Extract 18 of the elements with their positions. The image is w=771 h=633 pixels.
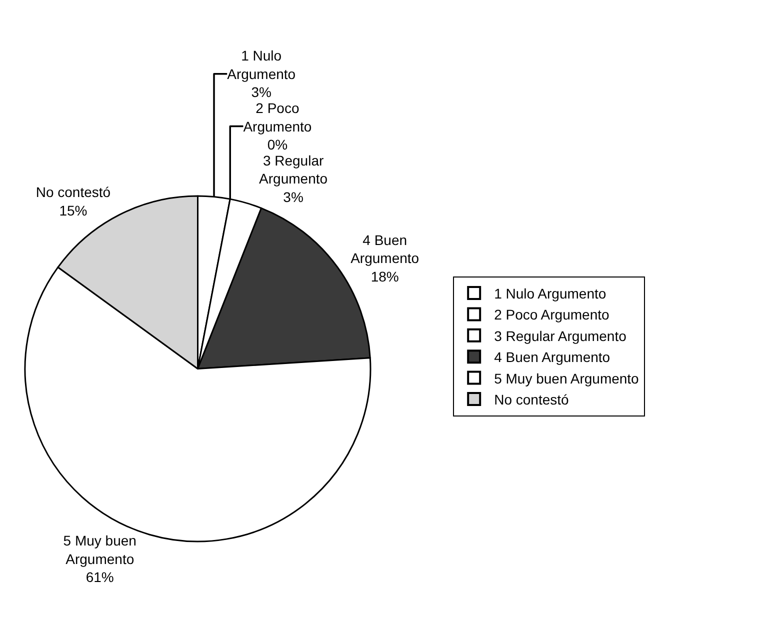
slice-label: 1 Nulo Argumento bbox=[227, 48, 296, 82]
legend-label: 3 Regular Argumento bbox=[494, 328, 627, 344]
data-label: 61% bbox=[86, 568, 114, 585]
text: 0% bbox=[267, 136, 288, 153]
slice-label: 4 Buen Argumento bbox=[350, 232, 420, 266]
data-label: 15% bbox=[59, 202, 88, 218]
slice-label: 5 Muy buen Argumento bbox=[63, 532, 136, 567]
legend-label: 5 Muy buen Argumento bbox=[494, 370, 640, 386]
legend-label: 4 Buen Argumento bbox=[494, 349, 610, 366]
category-label: 2 Poco Argumento bbox=[243, 100, 312, 134]
legend-label: 1 Nulo Argumento bbox=[494, 285, 606, 302]
data-label: 3% bbox=[251, 84, 272, 100]
legend-label: 2 Poco Argumento bbox=[494, 306, 610, 323]
slice-label: No contestó bbox=[36, 184, 111, 200]
data-label: 3% bbox=[283, 188, 304, 205]
data-label: 18% bbox=[370, 268, 399, 284]
slice-label: 3 Regular Argumento bbox=[259, 152, 328, 187]
legend-label: No contestó bbox=[494, 391, 570, 408]
